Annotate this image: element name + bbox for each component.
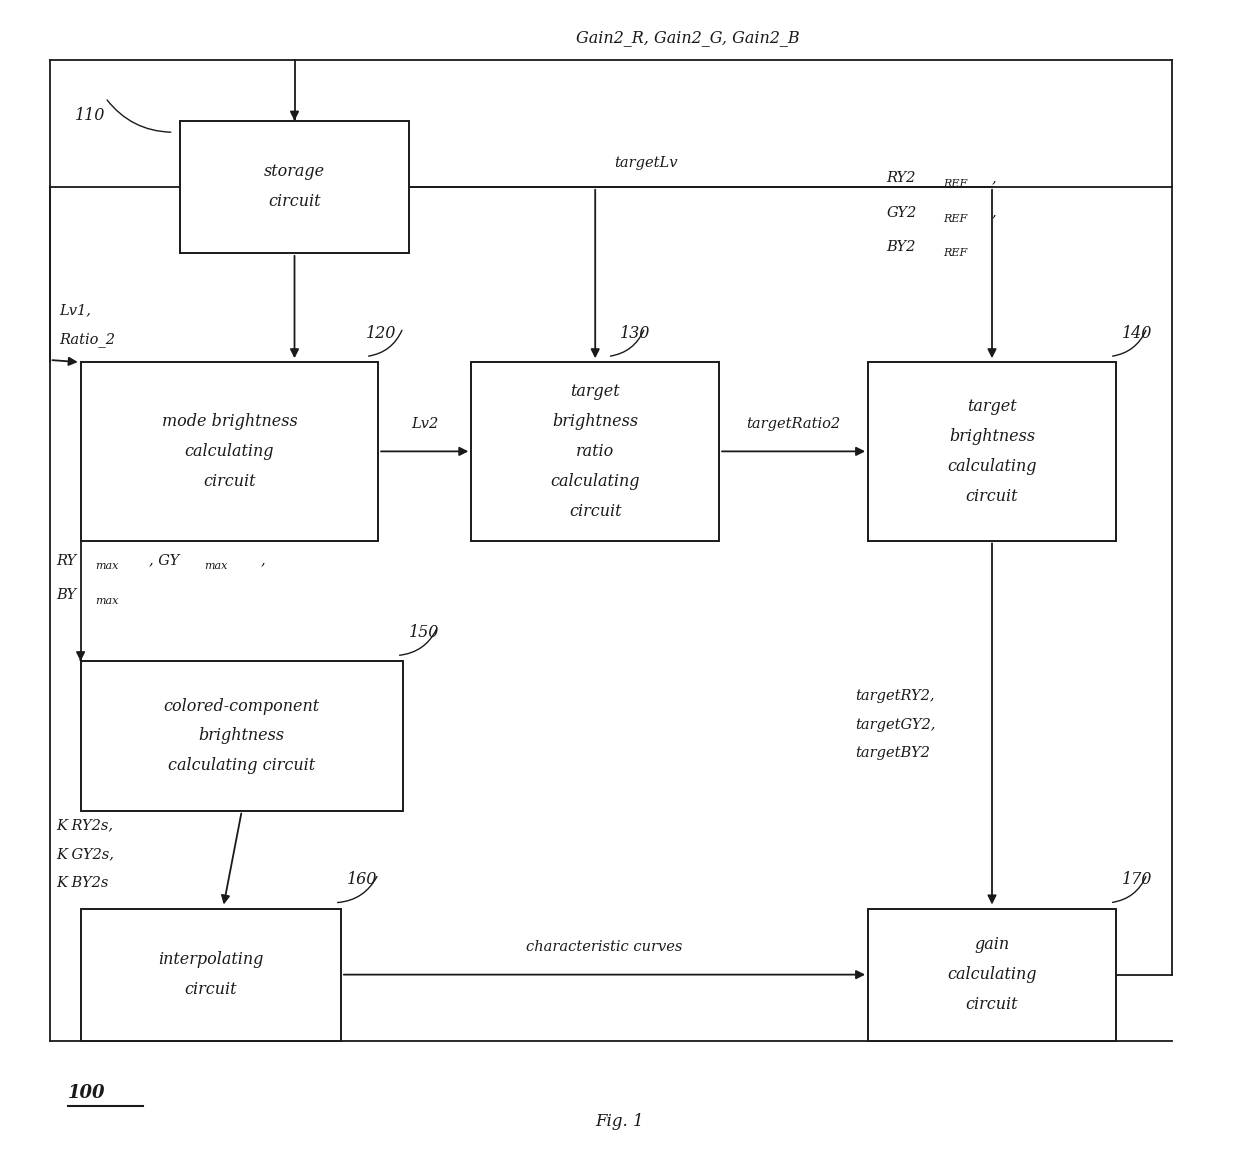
Text: 120: 120 [366, 325, 396, 342]
Text: storage: storage [264, 163, 325, 181]
Text: GY2: GY2 [887, 206, 916, 220]
Text: mode brightness: mode brightness [161, 413, 298, 430]
Text: Lv2: Lv2 [412, 416, 438, 430]
Text: characteristic curves: characteristic curves [526, 940, 683, 954]
Text: 150: 150 [409, 624, 439, 641]
Text: circuit: circuit [966, 996, 1018, 1013]
Text: colored-component: colored-component [164, 698, 320, 714]
Text: max: max [205, 561, 228, 572]
Text: targetRY2,: targetRY2, [856, 689, 935, 703]
Text: 100: 100 [68, 1083, 105, 1102]
Text: REF: REF [944, 179, 968, 189]
Text: REF: REF [944, 214, 968, 223]
Text: calculating: calculating [185, 443, 274, 460]
Text: target: target [570, 383, 620, 400]
Bar [868, 362, 1116, 540]
Text: K RY2s,: K RY2s, [56, 818, 113, 833]
Text: ,: , [260, 553, 265, 568]
Bar [471, 362, 719, 540]
Bar [868, 908, 1116, 1041]
Text: K BY2s: K BY2s [56, 875, 108, 890]
Text: interpolating: interpolating [159, 951, 263, 968]
Text: targetBY2: targetBY2 [856, 746, 930, 760]
Text: circuit: circuit [268, 193, 321, 210]
Text: 110: 110 [74, 107, 104, 123]
Text: 160: 160 [347, 872, 377, 888]
Text: targetLv: targetLv [614, 155, 677, 169]
Text: 170: 170 [1122, 872, 1152, 888]
Text: calculating: calculating [947, 458, 1037, 475]
Text: targetGY2,: targetGY2, [856, 718, 936, 731]
Text: brightness: brightness [552, 413, 639, 430]
Text: calculating: calculating [947, 966, 1037, 983]
Text: circuit: circuit [203, 473, 255, 490]
Text: RY2: RY2 [887, 171, 916, 185]
Text: 140: 140 [1122, 325, 1152, 342]
Bar [81, 661, 403, 811]
Text: Lv1,: Lv1, [60, 304, 92, 317]
Text: max: max [95, 561, 119, 572]
Bar [81, 908, 341, 1041]
Text: circuit: circuit [569, 503, 621, 520]
Text: ,: , [992, 171, 997, 185]
Text: circuit: circuit [966, 488, 1018, 505]
Text: target: target [967, 398, 1017, 415]
Text: targetRatio2: targetRatio2 [746, 416, 841, 430]
Text: BY: BY [56, 588, 76, 603]
Text: calculating circuit: calculating circuit [169, 758, 315, 774]
Bar [81, 362, 378, 540]
Text: RY: RY [56, 553, 76, 568]
Text: max: max [95, 596, 119, 606]
Text: brightness: brightness [949, 428, 1035, 445]
Text: K GY2s,: K GY2s, [56, 846, 114, 861]
Text: Ratio_2: Ratio_2 [60, 332, 115, 346]
Text: calculating: calculating [551, 473, 640, 490]
Text: Fig. 1: Fig. 1 [595, 1113, 645, 1129]
Bar [180, 121, 409, 253]
Text: , GY: , GY [149, 553, 179, 568]
Text: 130: 130 [620, 325, 650, 342]
Text: BY2: BY2 [887, 240, 916, 254]
Text: ratio: ratio [577, 443, 614, 460]
Text: circuit: circuit [185, 981, 237, 998]
Text: brightness: brightness [198, 728, 285, 744]
Text: Gain2_R, Gain2_G, Gain2_B: Gain2_R, Gain2_G, Gain2_B [577, 29, 800, 46]
Text: ,: , [992, 206, 997, 220]
Text: REF: REF [944, 248, 968, 258]
Text: gain: gain [975, 936, 1009, 953]
